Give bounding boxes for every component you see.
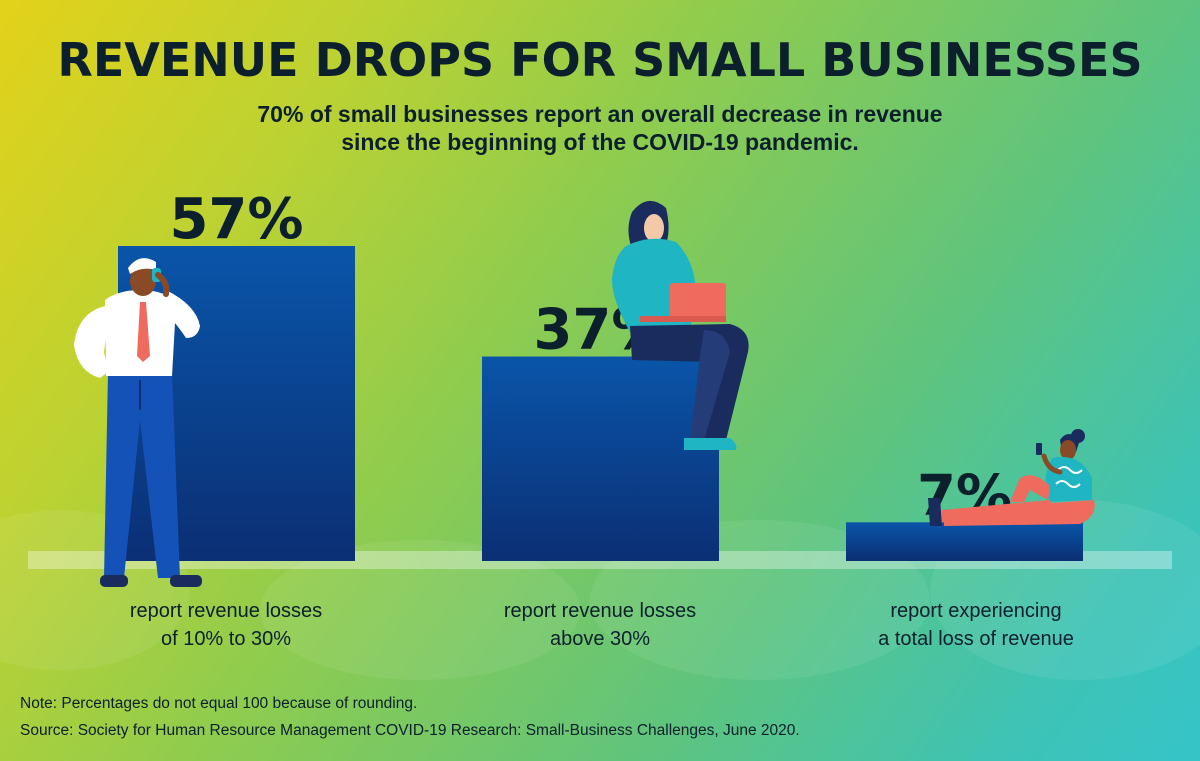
category-label-3-line-1: report experiencing (890, 600, 1062, 622)
woman-reclining-with-phone-icon (928, 429, 1095, 526)
bar-2 (482, 356, 719, 561)
category-label-1: report revenue losses of 10% to 30% (76, 597, 376, 653)
chart-title: REVENUE DROPS FOR SMALL BUSINESSES (57, 33, 1143, 87)
source-text: Source: Society for Human Resource Manag… (20, 722, 800, 739)
category-label-2-line-1: report revenue losses (503, 600, 697, 622)
subtitle-line-2: since the beginning of the COVID-19 pand… (341, 129, 859, 155)
bar-value-label-1: 57% (169, 187, 303, 252)
footnotes: Note: Percentages do not equal 100 becau… (20, 690, 800, 744)
category-label-3: report experiencing a total loss of reve… (826, 597, 1126, 653)
category-label-1-line-2: of 10% to 30% (160, 628, 292, 650)
category-label-3-line-2: a total loss of revenue (878, 628, 1074, 650)
chart-subtitle: 70% of small businesses report an overal… (0, 100, 1200, 156)
subtitle-line-1: 70% of small businesses report an overal… (257, 101, 943, 127)
category-label-2-line-2: above 30% (549, 628, 651, 650)
category-label-1-line-1: report revenue losses (129, 600, 323, 622)
businessman-on-phone-icon (74, 258, 202, 587)
note-text: Note: Percentages do not equal 100 becau… (20, 695, 418, 712)
category-label-2: report revenue losses above 30% (450, 597, 750, 653)
bar-3 (846, 522, 1083, 561)
woman-with-laptop-icon (612, 200, 749, 450)
